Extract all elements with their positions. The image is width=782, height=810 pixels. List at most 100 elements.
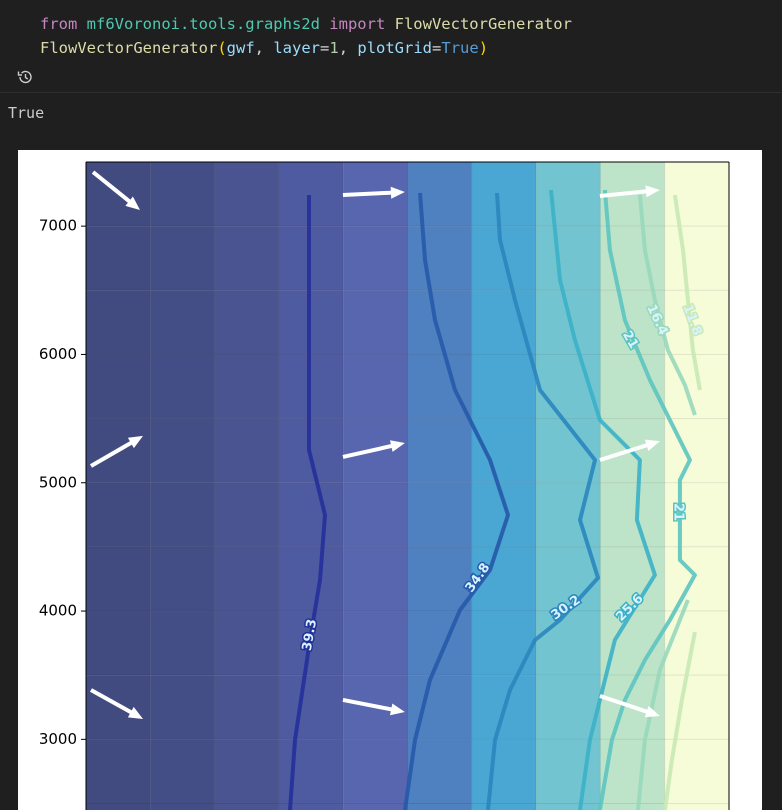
code-token: , [338,39,358,57]
grid-cell [407,610,473,676]
code-token: plotGrid [357,39,433,57]
code-token: mf6Voronoi.tools.graphs2d [77,15,320,33]
grid-cell [278,546,344,612]
grid-cell [214,353,280,420]
flow-arrow [599,694,660,718]
code-cell[interactable]: from mf6Voronoi.tools.graphs2d import Fl… [40,12,572,60]
grid-cell [278,803,344,810]
grid-cell [664,803,730,810]
grid-cell [535,674,601,740]
grid-cell [664,161,730,227]
code-token: gwf [226,39,255,57]
flow-arrow [342,440,405,459]
code-token: = [432,39,442,57]
grid-cell [278,161,344,227]
code-token: layer [273,39,320,57]
output-text: True [8,104,45,122]
grid-cell [342,482,409,548]
grid-cell [278,289,344,355]
grid-cell [149,418,216,484]
contour-line [597,189,697,810]
grid-cell [149,161,216,227]
contour-line [662,194,702,810]
grid-cell [664,674,730,740]
grid-cell [471,482,537,548]
grid-cell [407,738,473,804]
code-token: = [320,39,330,57]
grid-cell [471,610,537,676]
contour-line [549,189,657,810]
grid-cell [535,289,601,355]
grid-cell [149,738,216,804]
history-icon[interactable] [16,68,34,86]
grid-cell [149,225,216,291]
grid-cell [535,738,601,804]
grid-cell [535,225,601,291]
code-line: FlowVectorGenerator(gwf, layer=1, plotGr… [40,36,572,60]
grid-cell [85,546,151,612]
grid-cell [407,418,473,484]
contour-label: 39.3 [300,618,320,652]
code-line: from mf6Voronoi.tools.graphs2d import Fl… [40,12,572,36]
y-tick-label: 6000 [39,345,77,363]
code-token: FlowVectorGenerator [40,39,218,57]
grid-cell [214,803,280,810]
contour-line [403,192,510,810]
grid-cell [149,610,216,676]
grid-cell [278,482,344,548]
grid-cell [664,610,730,676]
grid-cell [407,289,473,355]
grid-cell [599,482,666,548]
contour-line [486,192,600,810]
grid-cell [535,482,601,548]
grid-cell [149,289,216,355]
grid-cell [278,353,344,420]
code-token: True [441,39,479,57]
flow-arrow [342,186,405,199]
grid-cell [535,803,601,810]
grid-cell [214,482,280,548]
grid-cell [214,225,280,291]
grid-cell [535,610,601,676]
code-token: import [319,15,386,33]
grid-cell [149,803,216,810]
grid-cell [407,225,473,291]
y-tick-label: 7000 [39,217,77,235]
separator [0,92,782,93]
grid-cell [407,546,473,612]
flow-arrow [90,435,143,468]
grid-cell [471,418,537,484]
grid-cell [471,803,537,810]
y-tick-label: 4000 [39,602,77,620]
grid-cell [85,225,151,291]
flow-arrow [599,185,660,198]
grid-cell [664,289,730,355]
y-tick-label: 5000 [39,473,77,491]
grid-cell [471,738,537,804]
grid-cell [149,482,216,548]
code-token: 1 [329,39,339,57]
grid-cell [85,353,151,420]
contour-line [636,194,697,810]
grid-cell [85,289,151,355]
grid-cell [407,161,473,227]
grid-cell [214,610,280,676]
grid-cell [278,738,344,804]
grid-cell [85,738,151,804]
grid-cell [664,225,730,291]
grid-cell [471,161,537,227]
grid-cell [599,803,666,810]
code-token: FlowVectorGenerator [385,15,572,33]
grid-cell [664,482,730,548]
grid-cell [471,353,537,420]
flow-arrow [90,688,143,719]
grid-cell [214,546,280,612]
grid-cell [85,482,151,548]
grid-cell [149,674,216,740]
grid-cell [149,353,216,420]
grid-cell [342,289,409,355]
code-token: ( [217,39,227,57]
grid-cell [214,418,280,484]
